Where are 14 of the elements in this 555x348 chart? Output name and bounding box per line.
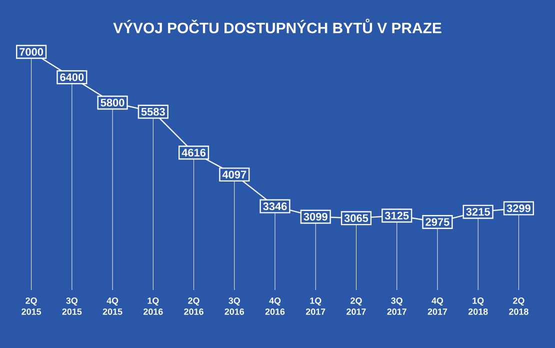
x-tick-label: 2Q 2017 (346, 298, 366, 315)
x-tick-label: 1Q 2016 (144, 298, 163, 315)
x-tick-label: 4Q 2017 (428, 298, 448, 315)
x-tick-label: 2Q 2016 (184, 298, 204, 315)
x-tick-label: 3Q 2015 (62, 298, 82, 315)
x-tick-label: 2Q 2015 (22, 298, 42, 315)
x-tick-label: 4Q 2015 (102, 298, 122, 315)
x-tick-label: 1Q 2018 (468, 298, 488, 315)
x-tick-label: 1Q 2017 (306, 298, 326, 315)
x-tick-label: 2Q 2018 (509, 298, 528, 315)
x-tick-label: 4Q 2016 (265, 298, 285, 315)
chart-title: VÝVOJ POČTU DOSTUPNÝCH BYTŮ V PRAZE (113, 18, 442, 34)
x-tick-label: 3Q 2017 (387, 298, 406, 315)
x-tick-label: 3Q 2016 (224, 298, 244, 315)
